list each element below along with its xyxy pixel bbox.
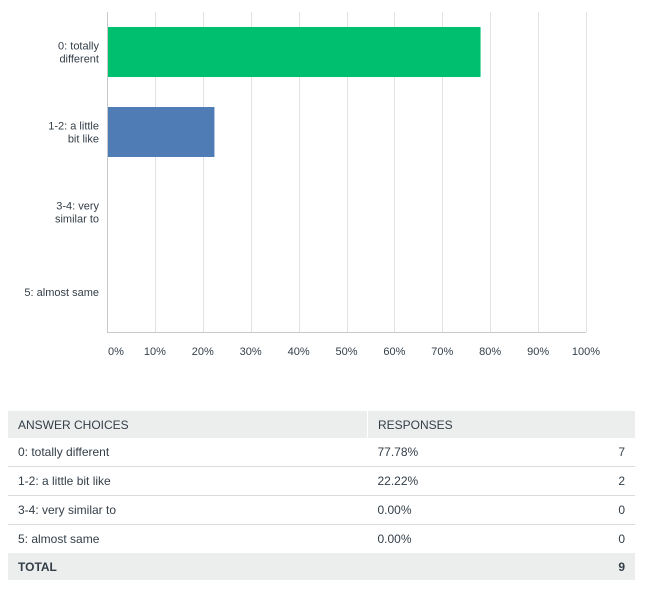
row-choice: 5: almost same [18,532,100,546]
bar [108,107,215,157]
table-row: 3-4: very similar to 0.00% 0 [8,495,635,525]
responses-table: ANSWER CHOICES RESPONSES 0: totally diff… [8,411,635,580]
answer-choices-header: ANSWER CHOICES [8,411,368,438]
row-percent: 0.00% [377,532,412,546]
row-choice: 1-2: a little bit like [8,466,368,496]
category-label: 1-2: a little [48,121,99,133]
x-tick-label: 40% [288,346,310,358]
row-count: 0 [587,495,635,525]
category-label: different [59,54,99,66]
x-tick-label: 100% [572,346,600,358]
total-label: TOTAL [8,553,368,580]
x-tick-label: 0% [108,346,124,358]
total-count: 9 [587,553,635,580]
x-tick-label: 90% [527,346,549,358]
table-row: 5: almost same 0.00% 0 [8,525,635,554]
total-spacer [367,553,588,580]
row-count: 7 [587,438,635,467]
category-label: 3-4: very [56,201,99,213]
total-row: TOTAL 9 [8,553,635,580]
row-choice: 3-4: very similar to [8,495,368,525]
category-label: 5: almost same [24,287,99,299]
table-row: 0: totally different 77.78% 7 [8,438,635,467]
x-tick-label: 60% [383,346,405,358]
x-tick-label: 50% [335,346,357,358]
table-row: 1-2: a little bit like 22.22% 2 [8,466,635,496]
x-tick-label: 10% [144,346,166,358]
x-tick-label: 80% [479,346,501,358]
category-label: bit like [68,134,99,146]
row-percent: 0.00% [367,495,588,525]
x-tick-label: 70% [431,346,453,358]
category-label: 0: totally [58,41,99,53]
responses-header: RESPONSES [367,411,635,438]
row-percent: 22.22% [367,466,588,496]
row-choice: 0: totally different [8,438,368,467]
row-count: 0 [618,532,625,546]
table-header-row: ANSWER CHOICES RESPONSES [8,411,635,438]
x-tick-label: 30% [240,346,262,358]
bar [108,27,481,77]
row-percent: 77.78% [367,438,588,467]
x-tick-label: 20% [192,346,214,358]
category-label: similar to [55,214,99,226]
row-count: 2 [587,466,635,496]
